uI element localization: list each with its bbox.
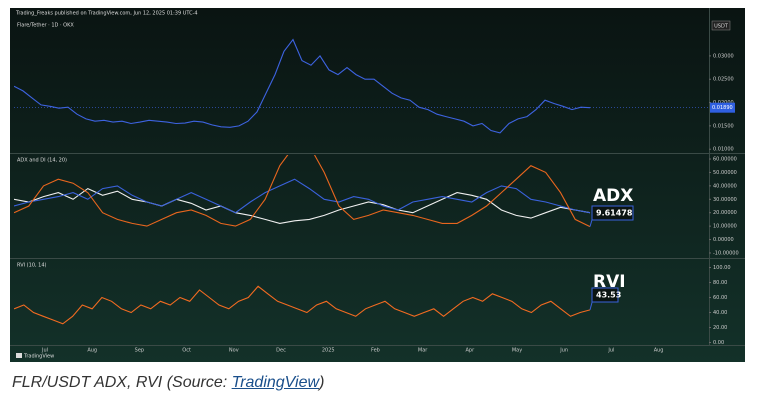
x-tick-label: Feb xyxy=(371,348,380,354)
x-tick-label: May xyxy=(512,348,522,354)
plot xyxy=(14,155,591,228)
annotation: ADX xyxy=(593,186,633,206)
plot xyxy=(14,38,591,134)
x-tick-label: Jul xyxy=(41,348,48,354)
chart-bg xyxy=(10,8,745,362)
series-line xyxy=(14,38,591,134)
x-tick-label: 2025 xyxy=(322,348,335,354)
y-tick-label: -10.00000 xyxy=(713,250,739,256)
published: Trading_Freaks published on TradingView.… xyxy=(15,11,198,17)
x-tick-label: Aug xyxy=(87,348,97,354)
series-line xyxy=(14,155,591,228)
brand: TradingView xyxy=(23,354,54,360)
y-tick-label: 40.00000 xyxy=(713,183,737,189)
caption-end: ) xyxy=(319,374,325,391)
x-tick-label: Dec xyxy=(276,348,286,354)
annotation: RVI xyxy=(593,272,626,292)
y-tick-label: 60.00 xyxy=(713,295,727,301)
y-tick-label: 50.00000 xyxy=(713,170,737,176)
series-line xyxy=(14,178,591,214)
y-tick-label: 0.00 xyxy=(713,340,724,346)
value-box xyxy=(591,205,634,221)
x-tick-label: Apr xyxy=(465,348,475,354)
y-tick-label: 60.00000 xyxy=(713,157,737,163)
y-tick-label: 10.00000 xyxy=(713,224,737,230)
y-tick-label: 0.01000 xyxy=(713,147,734,153)
chart-screenshot: Trading_Freaks published on TradingView.… xyxy=(10,8,745,362)
plot xyxy=(14,285,591,325)
caption-text: FLR/USDT ADX, RVI (Source: xyxy=(12,374,232,391)
y-tick-label: 100.00 xyxy=(713,265,731,271)
y-tick-label: 0.01500 xyxy=(713,123,734,129)
y-tick-label: 0.03000 xyxy=(713,53,734,59)
y-tick-label: 20.00 xyxy=(713,325,727,331)
x-tick-label: Mar xyxy=(418,348,428,354)
caption-link[interactable]: TradingView xyxy=(231,374,320,391)
y-tick-label: 0.00000 xyxy=(713,237,734,243)
x-tick-label: Jul xyxy=(607,348,614,354)
last-price: 0.01890 xyxy=(712,105,733,111)
y-tick-label: 20.00000 xyxy=(713,210,737,216)
annotation-value: 43.53 xyxy=(596,291,621,300)
annotation-value: 9.61478 xyxy=(596,209,633,218)
series-line xyxy=(14,285,591,325)
pane-title: ADX and DI (14, 20) xyxy=(17,158,67,164)
brand-logo xyxy=(16,353,22,358)
x-tick-label: Oct xyxy=(182,348,191,354)
x-tick-label: Nov xyxy=(229,348,239,354)
x-tick-label: Aug xyxy=(654,348,664,354)
pane-title: Flare/Tether · 1D · OKX xyxy=(17,23,74,29)
y-tick-label: 40.00 xyxy=(713,310,727,316)
caption: FLR/USDT ADX, RVI (Source: TradingView) xyxy=(12,374,324,392)
pane-title: RVI (10, 14) xyxy=(17,263,47,269)
y-tick-label: 30.00000 xyxy=(713,197,737,203)
y-tick-label: 0.02500 xyxy=(713,77,734,83)
value-box xyxy=(591,287,619,303)
x-tick-label: Sep xyxy=(135,348,144,354)
currency: USDT xyxy=(714,24,729,30)
x-tick-label: Jun xyxy=(559,348,568,354)
series-line xyxy=(14,187,591,224)
y-tick-label: 80.00 xyxy=(713,280,727,286)
currency-box xyxy=(711,20,731,31)
price-box xyxy=(710,102,735,113)
